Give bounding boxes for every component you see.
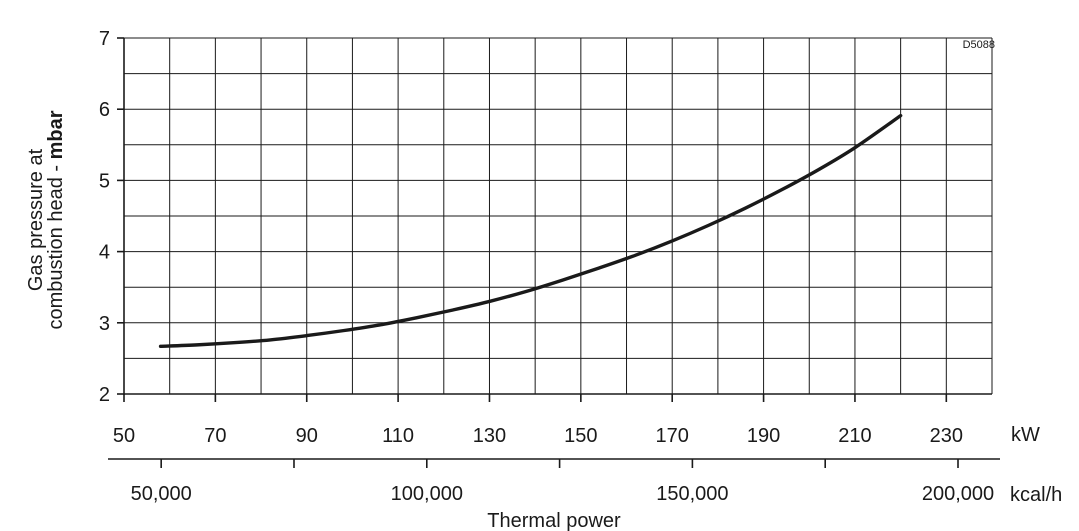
y-tick-label: 3 (99, 313, 110, 335)
x-tick-label: 230 (930, 425, 963, 447)
x-tick-label: 110 (382, 425, 414, 447)
chart-tick-labels: 2 3 4 5 6 7 50 70 90 110 130 150 170 190 210 230 50,000 1… (99, 28, 994, 505)
chart-series (158, 113, 903, 348)
x-tick-label: 50 (113, 425, 135, 447)
x-unit-label: kW (1011, 424, 1040, 446)
chart-grid (124, 37, 993, 394)
y-tick-label: 7 (99, 28, 110, 50)
pressure-curve (158, 113, 903, 348)
x-tick-label: 130 (473, 425, 506, 447)
x-tick-label: 150 (564, 425, 597, 447)
y-tick-label: 6 (99, 99, 110, 121)
y-axis-title-line2: combustion head - mbar (45, 110, 67, 329)
x-tick-label: 90 (296, 425, 318, 447)
y-axis-title-line2-prefix: combustion head - (45, 159, 67, 329)
x2-tick-label: 200,000 (922, 483, 994, 505)
x2-unit-label: kcal/h (1010, 484, 1062, 506)
x2-tick-label: 150,000 (656, 483, 728, 505)
x-tick-label: 70 (204, 425, 226, 447)
x-axis-title: Thermal power (487, 510, 621, 531)
chart-code-label: D5088 (963, 39, 995, 51)
y-axis-title-unit: mbar (45, 110, 67, 159)
chart-axes (108, 37, 1000, 468)
x-tick-label: 190 (747, 425, 780, 447)
y-axis-title-line1: Gas pressure at (25, 148, 47, 291)
y-tick-label: 2 (99, 384, 110, 406)
y-axis-title: Gas pressure at combustion head - mbar (25, 110, 67, 329)
x2-tick-label: 50,000 (131, 483, 192, 505)
x2-tick-label: 100,000 (391, 483, 463, 505)
y-tick-label: 4 (99, 242, 110, 264)
x-tick-label: 210 (838, 425, 871, 447)
x-tick-label: 170 (656, 425, 689, 447)
y-tick-label: 5 (99, 170, 110, 192)
